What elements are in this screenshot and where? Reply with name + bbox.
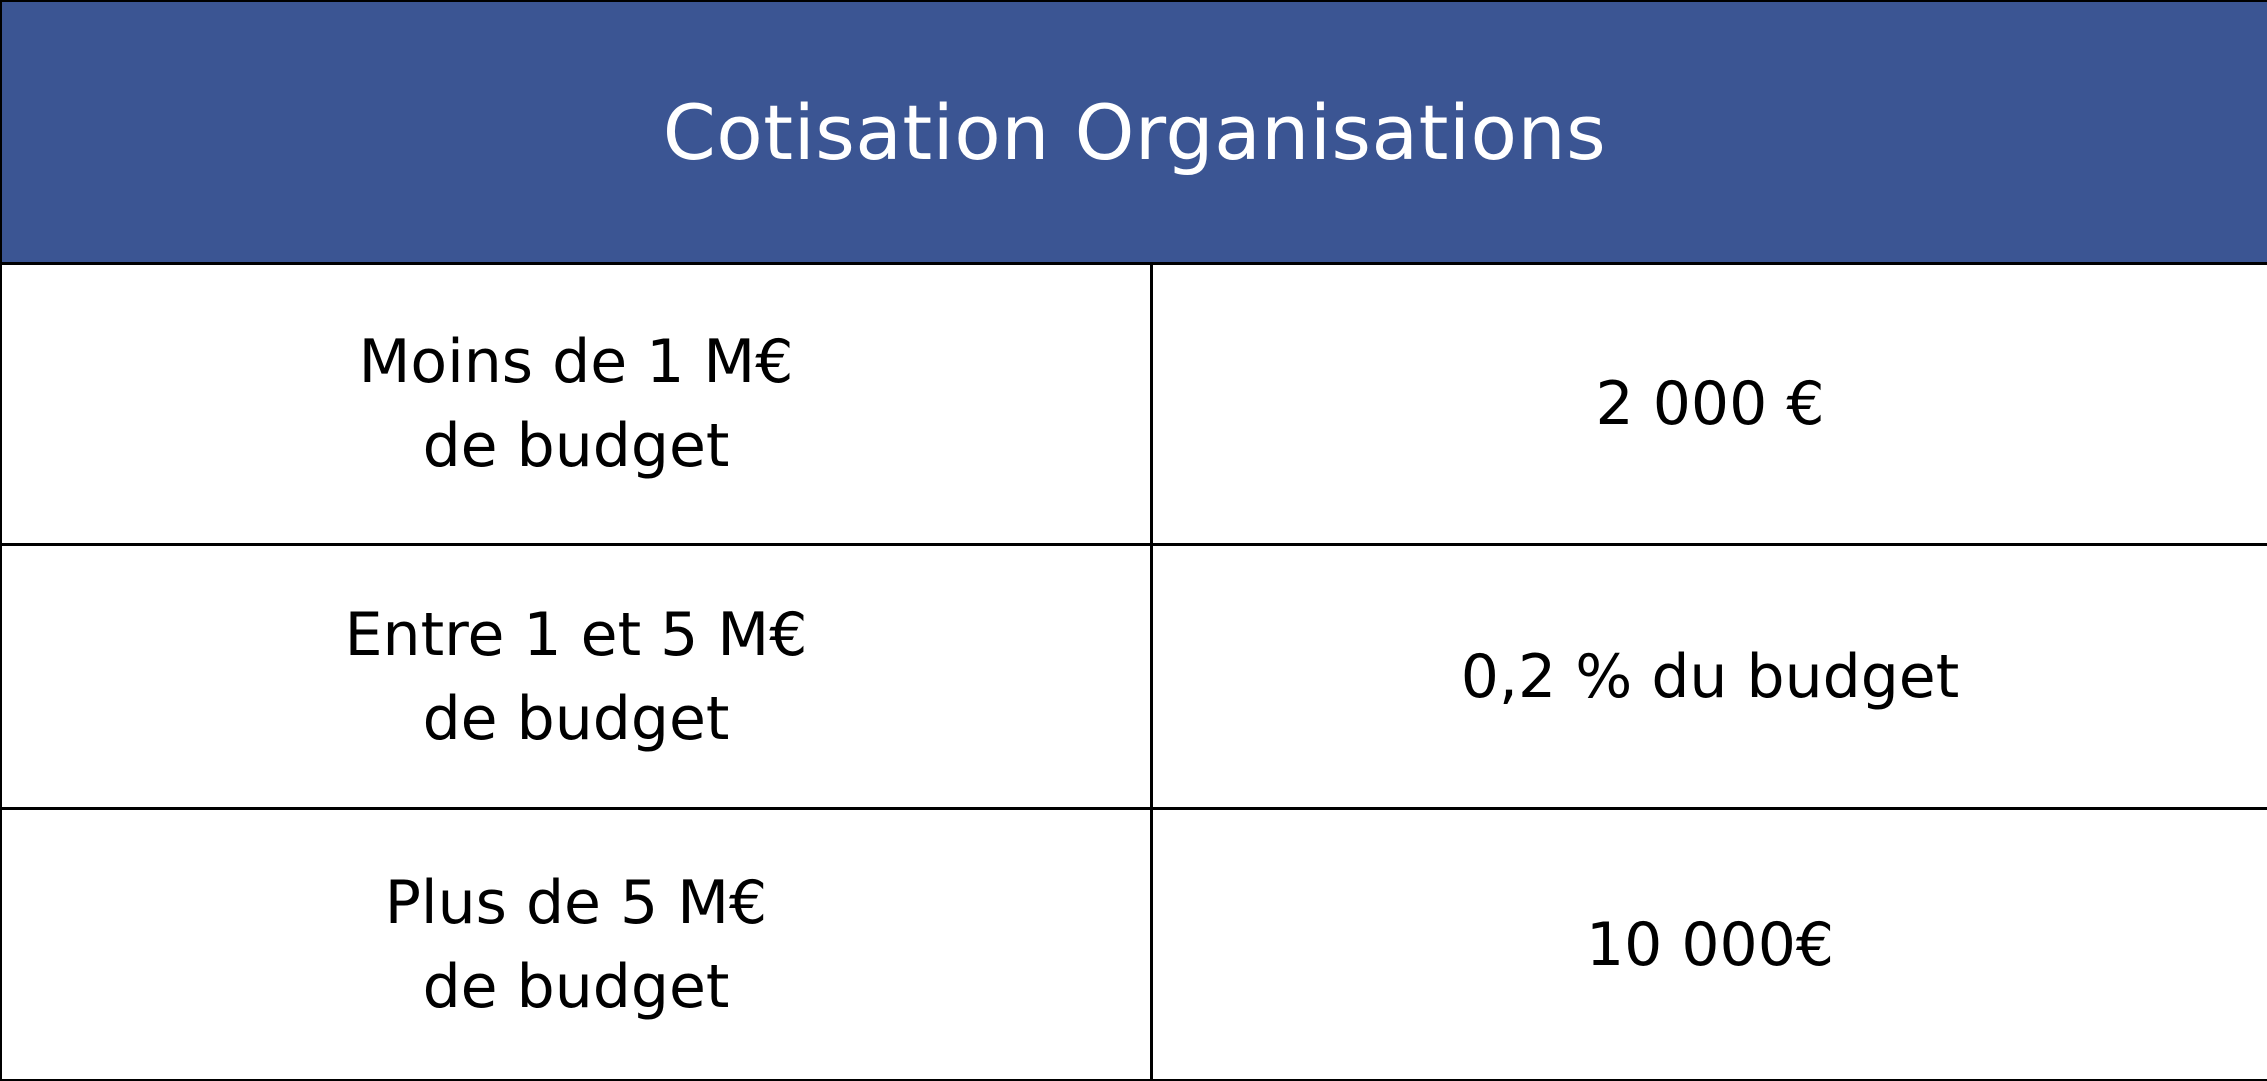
table-row: Moins de 1 M€ de budget 2 000 € [2,265,2267,546]
contribution-amount-cell: 10 000€ [1153,810,2267,1079]
budget-condition-cell: Entre 1 et 5 M€ de budget [2,546,1153,807]
contribution-amount: 2 000 € [1595,369,1825,439]
contribution-amount: 10 000€ [1585,909,1835,980]
table-header: Cotisation Organisations [2,2,2267,265]
budget-condition-line1: Moins de 1 M€ [358,327,794,397]
budget-condition-line2: de budget [422,411,730,481]
budget-condition-line2: de budget [422,951,730,1022]
table-row: Plus de 5 M€ de budget 10 000€ [2,810,2267,1079]
table-title: Cotisation Organisations [662,87,1607,177]
table-row: Entre 1 et 5 M€ de budget 0,2 % du budge… [2,546,2267,810]
budget-condition-line1: Plus de 5 M€ [384,867,768,938]
contribution-amount-cell: 0,2 % du budget [1153,546,2267,807]
contribution-amount-cell: 2 000 € [1153,265,2267,543]
budget-condition-cell: Moins de 1 M€ de budget [2,265,1153,543]
budget-condition-line2: de budget [422,683,730,754]
budget-condition-line1: Entre 1 et 5 M€ [344,599,808,670]
budget-condition-cell: Plus de 5 M€ de budget [2,810,1153,1079]
contribution-amount: 0,2 % du budget [1460,641,1960,712]
